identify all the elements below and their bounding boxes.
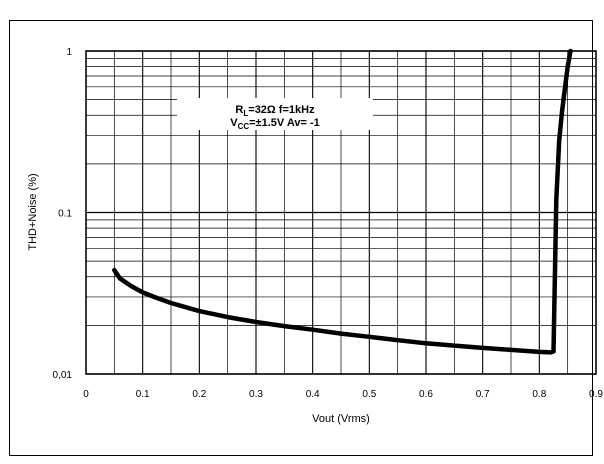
x-tick-label: 0 [83,389,89,400]
annotation-v-symbol: V [230,117,238,129]
x-axis-label: Vout (Vrms) [312,413,370,425]
annotation-r-subscript: L [243,109,248,118]
conditions-annotation: RL=32Ω f=1kHz VCC=±1.5V Av= -1 [177,98,373,131]
x-tick-label: 0.7 [476,389,490,400]
x-tick-label: 0.9 [589,389,603,400]
annotation-background [177,98,373,130]
annotation-line-1: RL=32Ω f=1kHz [235,104,315,118]
annotation-line-2: VCC=±1.5V Av= -1 [230,117,320,131]
annotation-r-rest: =32Ω f=1kHz [248,104,315,116]
tick-labels: 0 0.1 0.2 0.3 0.4 0.5 0.6 0.7 0.8 0.9 0,01 0.1 1 [53,47,604,400]
x-tick-label: 0.6 [419,389,433,400]
x-tick-label: 0.2 [192,389,206,400]
y-axis-label: THD+Noise (%) [27,173,39,250]
y-tick-label: 0,01 [53,370,73,381]
annotation-v-rest: =±1.5V Av= -1 [249,117,320,129]
x-tick-label: 0.4 [306,389,320,400]
x-tick-label: 0.1 [136,389,150,400]
y-tick-label: 1 [66,47,72,58]
chart-frame [9,20,593,456]
annotation-v-subscript: CC [238,122,250,131]
x-tick-label: 0.5 [362,389,376,400]
x-tick-label: 0.8 [532,389,546,400]
plot-area [85,50,597,375]
y-tick-label: 0.1 [58,209,72,220]
annotation-r-symbol: R [235,104,243,116]
x-tick-label: 0.3 [249,389,263,400]
series-line [112,48,573,355]
